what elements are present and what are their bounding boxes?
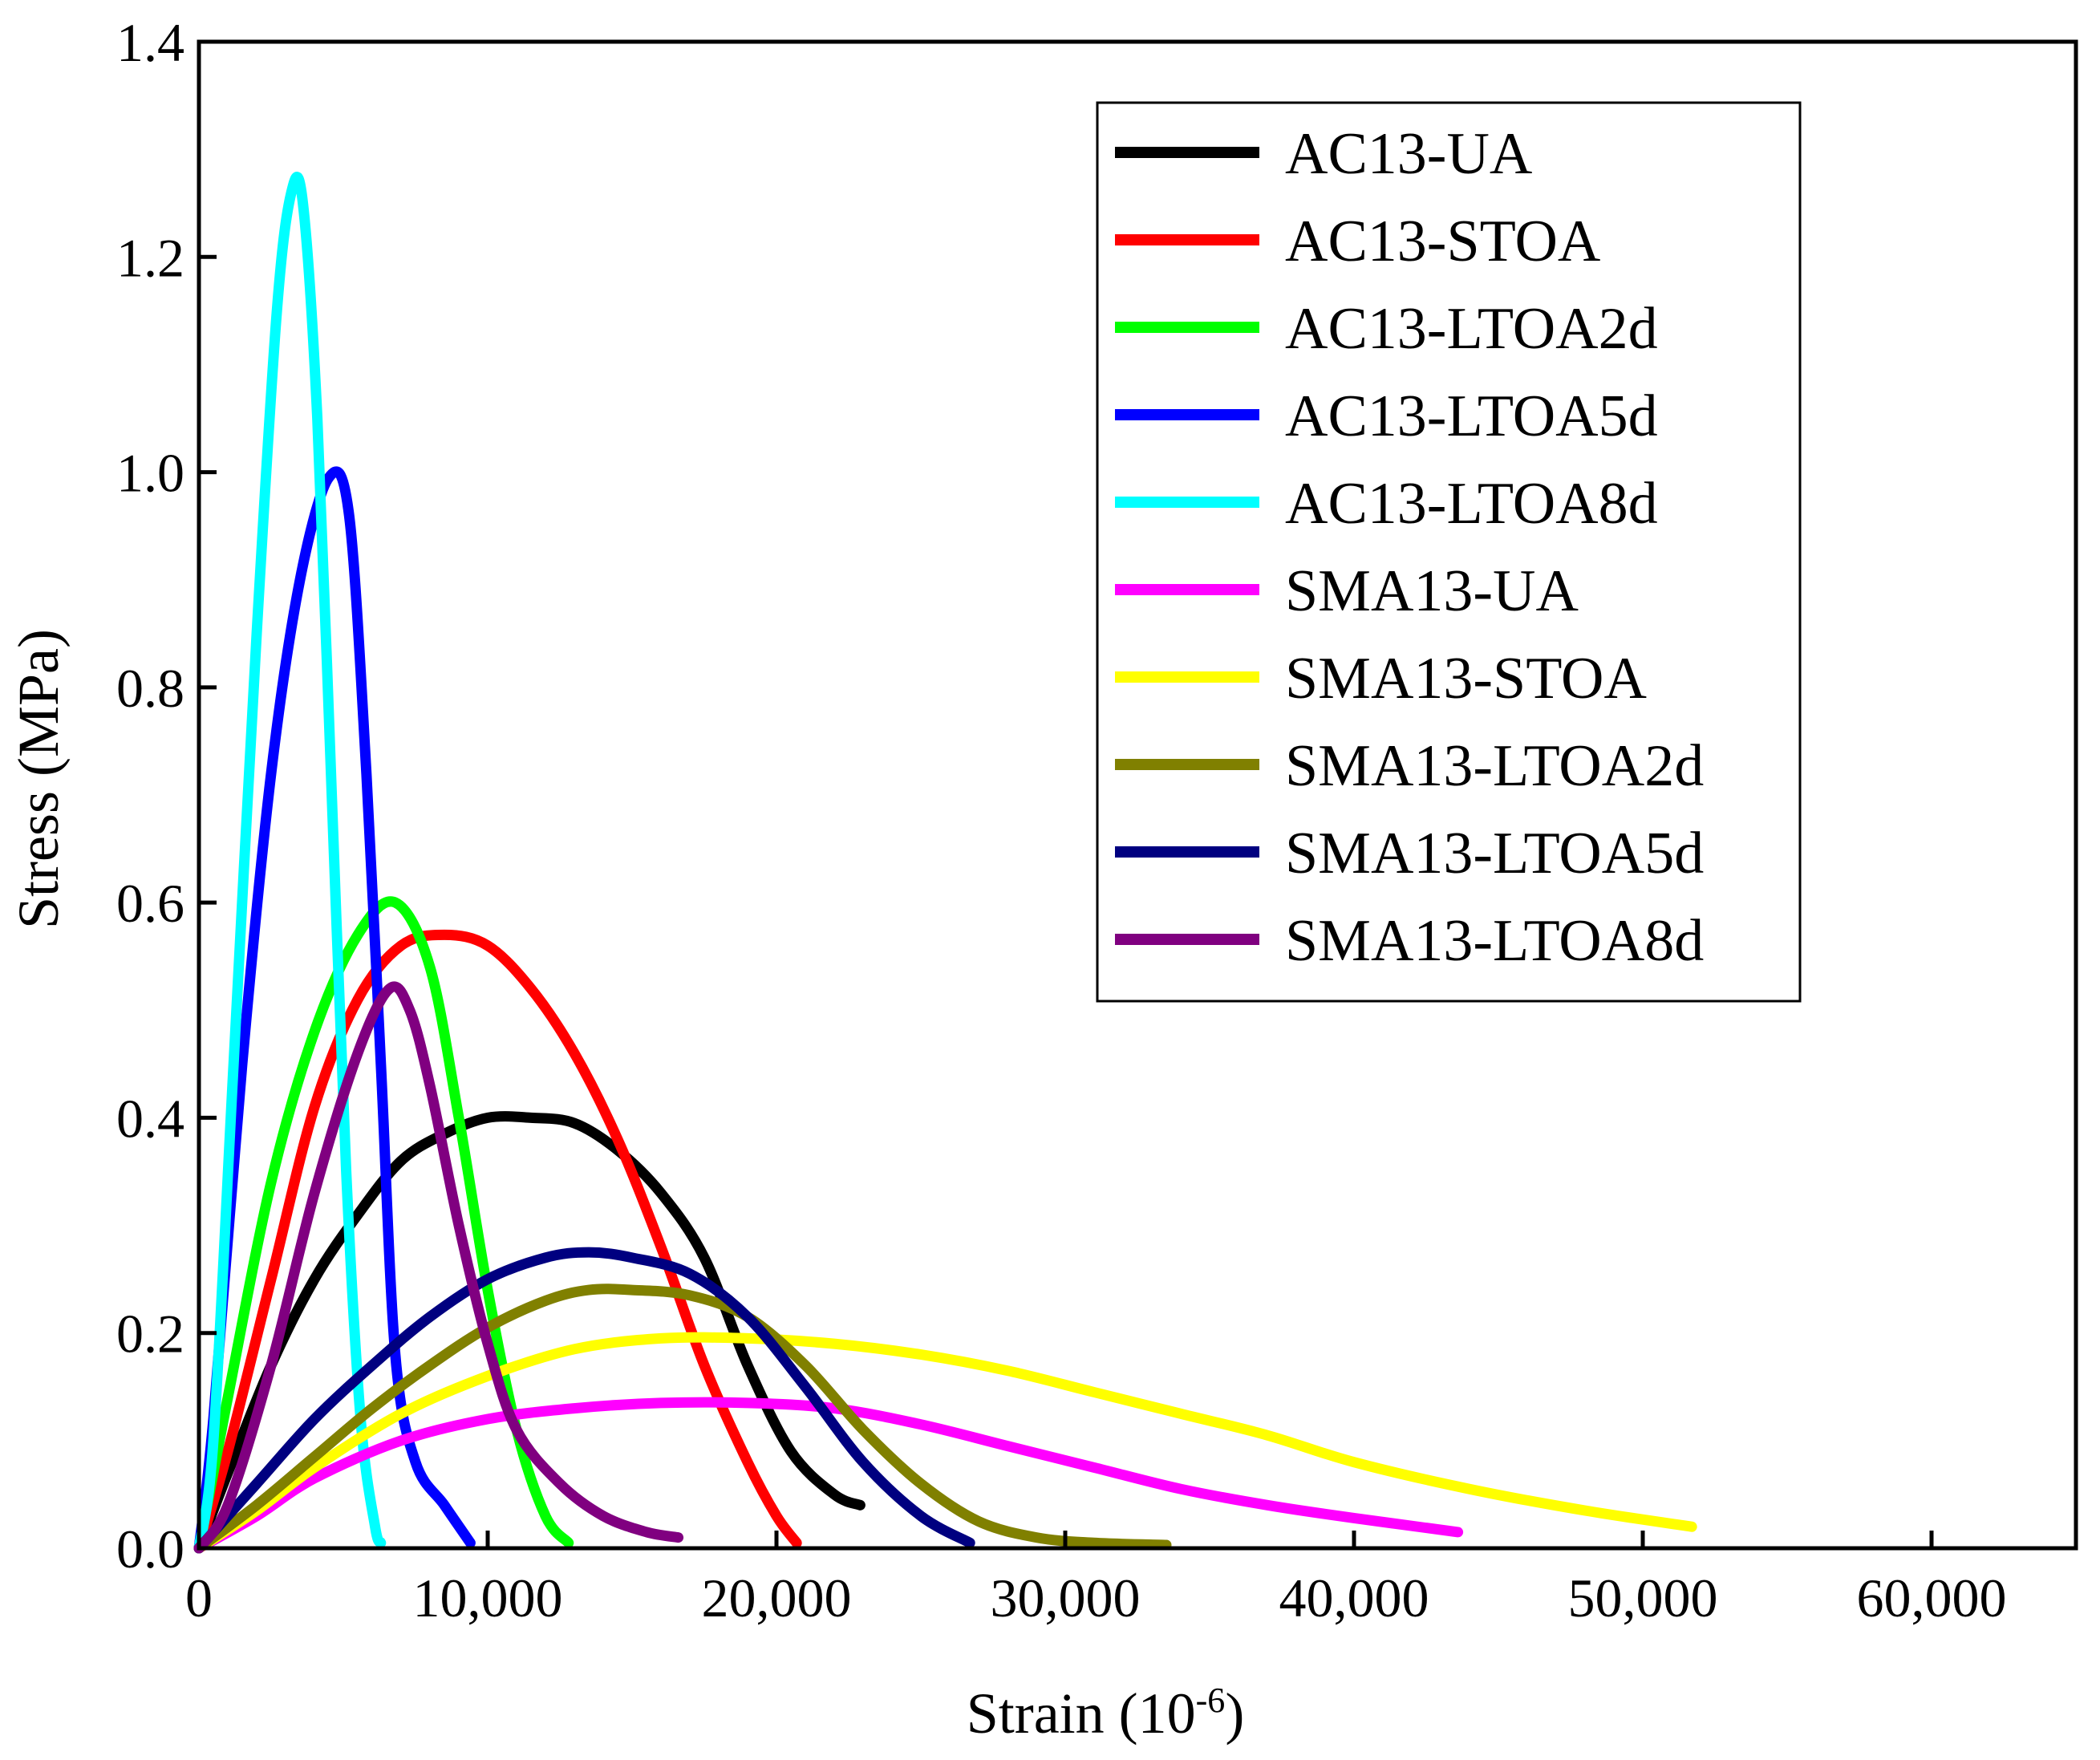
plot-frame — [197, 39, 2078, 1551]
series-line-sma13-ltoa8d — [193, 981, 684, 1554]
legend-label: AC13-UA — [1285, 121, 1532, 187]
x-tick-label: 20,000 — [702, 1567, 852, 1628]
y-tick-label: 0.2 — [116, 1304, 184, 1365]
legend-item: AC13-LTOA8d — [1115, 471, 1658, 537]
legend-label: SMA13-LTOA2d — [1285, 733, 1704, 799]
series-line-ac13-ltoa5d — [193, 466, 476, 1554]
series-line-sma13-ltoa2d — [193, 1284, 1172, 1554]
legend-item: AC13-LTOA2d — [1115, 296, 1658, 362]
ticks-layer: 0 10,000 20,000 30,000 40,000 50,000 60,000 0.0… — [116, 12, 2007, 1628]
series-line-ac13-ltoa8d — [193, 172, 387, 1554]
x-tick-label: 0 — [185, 1567, 213, 1628]
y-tick-label: 0.8 — [116, 658, 184, 719]
y-tick-label: 0.4 — [116, 1088, 184, 1149]
legend-items: AC13-UA AC13-STOA AC13-LTOA2d AC13-LTOA5d AC… — [1115, 121, 1704, 974]
y-tick-label: 0.6 — [116, 873, 184, 934]
series-line-sma13-ltoa5d — [193, 1247, 975, 1554]
series-line-ac13-stoa — [193, 929, 802, 1554]
legend-label: SMA13-STOA — [1285, 646, 1647, 712]
y-axis-title: Stress (MPa) — [6, 629, 71, 929]
legend-item: SMA13-LTOA8d — [1115, 908, 1704, 974]
y-tick-label: 1.0 — [116, 443, 184, 504]
legend-item: SMA13-UA — [1115, 558, 1579, 624]
y-tick-label: 1.2 — [116, 227, 184, 288]
legend-item: SMA13-LTOA5d — [1115, 821, 1704, 886]
legend-label: AC13-LTOA2d — [1285, 296, 1658, 362]
x-tick-label: 30,000 — [991, 1567, 1141, 1628]
y-tick-label: 1.4 — [116, 12, 184, 73]
x-tick-label: 60,000 — [1857, 1567, 2007, 1628]
series-line-sma13-ua — [193, 1397, 1464, 1554]
legend-item: AC13-LTOA5d — [1115, 383, 1658, 449]
y-tick-label: 0.0 — [116, 1519, 184, 1580]
legend-label: AC13-STOA — [1285, 209, 1600, 274]
legend-item: SMA13-LTOA2d — [1115, 733, 1704, 799]
legend-label: SMA13-LTOA8d — [1285, 908, 1704, 974]
legend-label: AC13-LTOA5d — [1285, 383, 1658, 449]
legend-label: AC13-LTOA8d — [1285, 471, 1658, 537]
legend-item: AC13-UA — [1115, 121, 1532, 187]
legend-item: SMA13-STOA — [1115, 646, 1647, 712]
series-layer — [193, 172, 1697, 1554]
x-tick-label: 10,000 — [413, 1567, 563, 1628]
series-line-sma13-stoa — [193, 1332, 1697, 1554]
x-tick-label: 50,000 — [1568, 1567, 1718, 1628]
legend-item: AC13-STOA — [1115, 209, 1600, 274]
legend-label: SMA13-LTOA5d — [1285, 821, 1704, 886]
x-tick-label: 40,000 — [1279, 1567, 1429, 1628]
legend: AC13-UA AC13-STOA AC13-LTOA2d AC13-LTOA5d AC… — [1096, 101, 1802, 1003]
x-axis-title: Strain (10-6) — [967, 1681, 1245, 1746]
legend-label: SMA13-UA — [1285, 558, 1579, 624]
